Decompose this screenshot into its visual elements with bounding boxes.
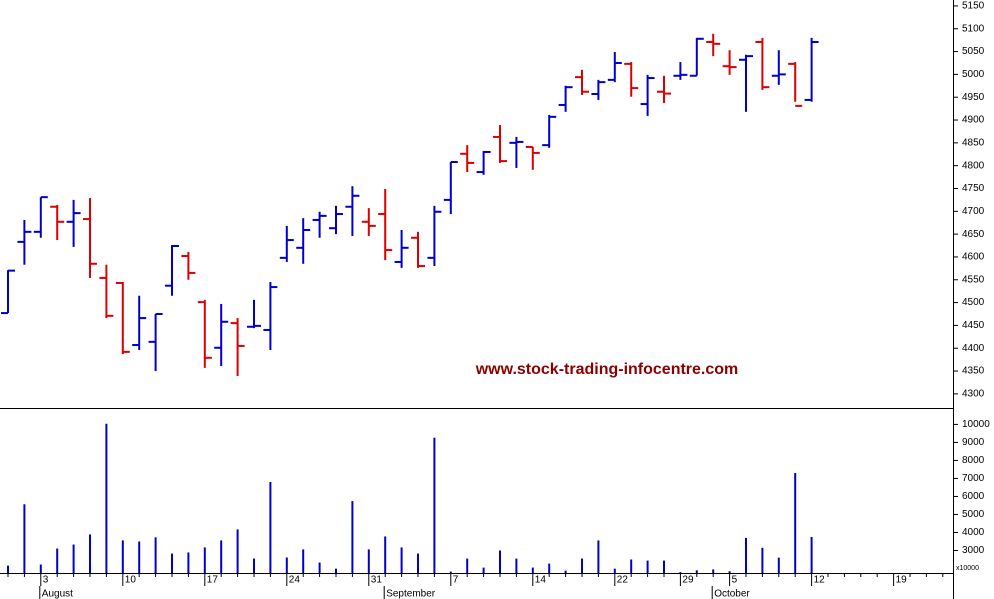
y-tick-label: 5100 (962, 23, 985, 34)
x-tick-label: 10 (125, 575, 137, 586)
y-tick-label: 4550 (962, 274, 985, 285)
y-tick-label: 4000 (962, 527, 985, 538)
y-tick-label: 5000 (962, 509, 985, 520)
y-tick-label: 4600 (962, 252, 985, 263)
y-tick-label: 5000 (962, 69, 985, 80)
volume-unit: x10000 (956, 565, 979, 572)
month-label: September (386, 589, 436, 599)
y-tick-label: 9000 (962, 437, 985, 448)
x-tick-label: 12 (814, 575, 826, 586)
y-tick-label: 4800 (962, 160, 985, 171)
watermark: www.stock-trading-infocentre.com (475, 361, 739, 378)
x-tick-label: 3 (43, 575, 49, 586)
y-tick-label: 3000 (962, 545, 985, 556)
y-tick-label: 10000 (962, 419, 990, 430)
x-tick-label: 24 (289, 575, 301, 586)
y-tick-label: 4350 (962, 366, 985, 377)
y-tick-label: 4300 (962, 388, 985, 399)
x-tick-label: 17 (207, 575, 219, 586)
y-tick-label: 4700 (962, 206, 985, 217)
y-tick-label: 4450 (962, 320, 985, 331)
x-tick-label: 19 (896, 575, 908, 586)
y-tick-label: 7000 (962, 473, 985, 484)
y-tick-label: 6000 (962, 491, 985, 502)
x-tick-label: 14 (535, 575, 547, 586)
month-label: August (42, 589, 73, 599)
y-tick-label: 5050 (962, 46, 985, 57)
x-tick-label: 31 (371, 575, 383, 586)
x-tick-label: 29 (682, 575, 694, 586)
x-tick-label: 7 (453, 575, 459, 586)
y-tick-label: 4950 (962, 92, 985, 103)
y-tick-label: 4400 (962, 343, 985, 354)
x-tick-label: 5 (732, 575, 738, 586)
y-tick-label: 4500 (962, 297, 985, 308)
y-tick-label: 4850 (962, 137, 985, 148)
y-tick-label: 4750 (962, 183, 985, 194)
y-tick-label: 8000 (962, 455, 985, 466)
y-tick-label: 4900 (962, 115, 985, 126)
y-tick-label: 5150 (962, 1, 985, 12)
month-label: October (714, 589, 750, 599)
y-tick-label: 4650 (962, 229, 985, 240)
x-tick-label: 22 (617, 575, 629, 586)
